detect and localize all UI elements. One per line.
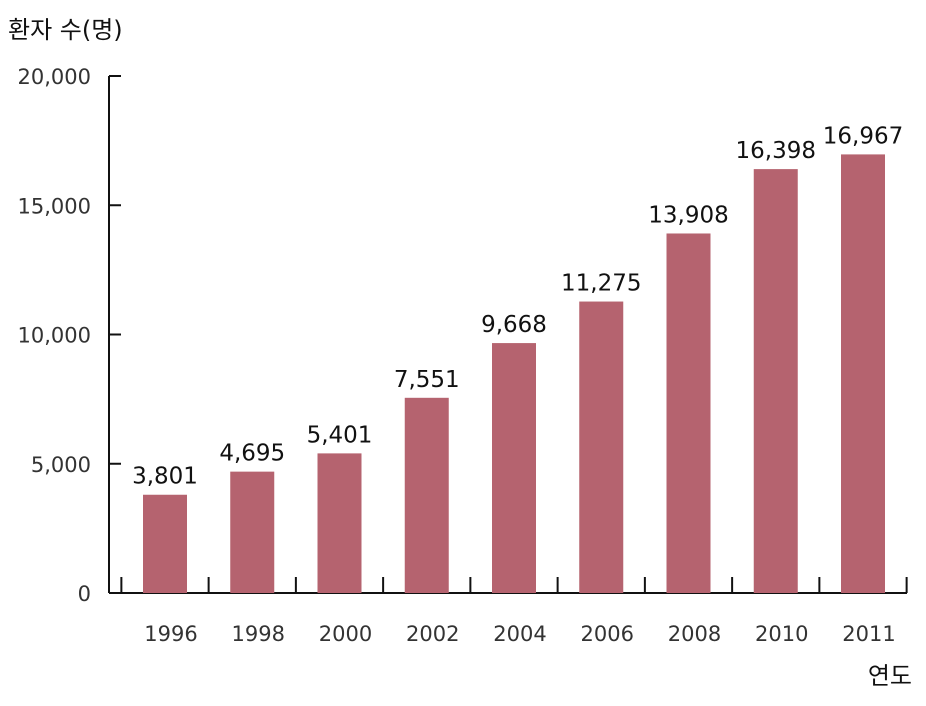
- data-label: 11,275: [561, 271, 641, 297]
- bar: [143, 494, 187, 593]
- data-label: 4,695: [219, 441, 285, 467]
- data-label: 5,401: [307, 422, 373, 448]
- x-tick-label: 1996: [144, 622, 197, 646]
- x-tick-label: 2010: [755, 622, 808, 646]
- bar: [230, 471, 275, 593]
- y-tick-label: 15,000: [18, 194, 91, 218]
- x-tick-label: 2006: [581, 622, 634, 646]
- bar: [753, 169, 798, 593]
- x-tick-label: 2008: [668, 622, 721, 646]
- bar: [579, 301, 624, 593]
- y-tick-label: 0: [78, 582, 91, 606]
- bars-group: [143, 154, 885, 593]
- data-label: 16,398: [736, 138, 816, 164]
- data-label: 16,967: [823, 123, 903, 149]
- x-tick-label: 2000: [319, 622, 372, 646]
- x-tick-label: 2002: [406, 622, 459, 646]
- bar: [317, 453, 362, 593]
- data-label: 3,801: [132, 464, 198, 490]
- y-tick-label: 20,000: [18, 65, 91, 89]
- x-tick-label: 1998: [232, 622, 285, 646]
- y-axis-title: 환자 수(명): [8, 16, 123, 44]
- bar: [404, 397, 449, 593]
- bar: [492, 343, 536, 593]
- data-labels-group: 3,801 4,695 5,401 7,551 9,668 11,275 13,908 16,…: [132, 123, 903, 489]
- y-tick-label: 10,000: [18, 324, 91, 348]
- data-label: 13,908: [648, 202, 728, 228]
- x-tick-label: 2011: [842, 622, 895, 646]
- x-axis-title: 연도: [868, 662, 912, 690]
- y-tick-label: 5,000: [31, 453, 91, 477]
- axes: 0 5,000 10,000 15,000 20,000 1996 1998 2000 2002…: [18, 65, 908, 646]
- x-tick-label: 2004: [493, 622, 546, 646]
- data-label: 9,668: [481, 312, 547, 338]
- bar: [841, 154, 885, 593]
- data-label: 7,551: [394, 367, 460, 393]
- bar: [666, 233, 711, 593]
